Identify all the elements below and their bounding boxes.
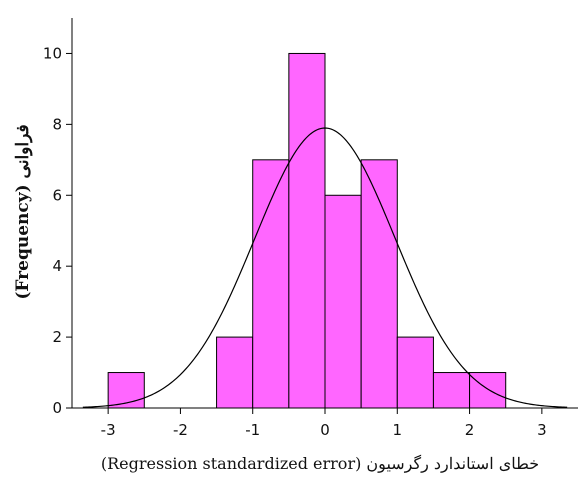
x-axis-title: (Regression standardized error) خطای است… <box>101 454 539 473</box>
histogram-bars <box>107 52 507 409</box>
y-axis-ticks: 0 2 4 6 8 10 <box>43 44 72 417</box>
y-tick-label: 6 <box>52 186 62 204</box>
y-tick-label: 10 <box>43 44 62 62</box>
x-axis-ticks: -3 -2 -1 0 1 2 3 <box>101 408 547 439</box>
histogram-bar <box>360 159 398 409</box>
y-axis-title: (Frequency) فراوانی <box>13 124 33 299</box>
y-tick-label: 4 <box>52 257 62 275</box>
x-tick-label: -3 <box>101 421 116 439</box>
x-tick-label: 2 <box>465 421 475 439</box>
x-tick-label: 0 <box>320 421 330 439</box>
y-tick-label: 0 <box>52 399 62 417</box>
x-tick-label: -1 <box>245 421 260 439</box>
y-tick-label: 8 <box>52 115 62 133</box>
histogram-bar <box>324 194 362 409</box>
normal-curve <box>82 127 568 408</box>
histogram-bar <box>252 159 290 409</box>
histogram-bar <box>107 372 145 409</box>
histogram-bar <box>288 52 326 409</box>
histogram-bar <box>396 336 434 409</box>
y-tick-label: 2 <box>52 328 62 346</box>
histogram-bar <box>469 372 507 409</box>
histogram-bar <box>432 372 471 409</box>
x-tick-label: 1 <box>393 421 403 439</box>
x-tick-label: 3 <box>537 421 547 439</box>
x-tick-label: -2 <box>173 421 188 439</box>
histogram-bar <box>216 336 254 409</box>
